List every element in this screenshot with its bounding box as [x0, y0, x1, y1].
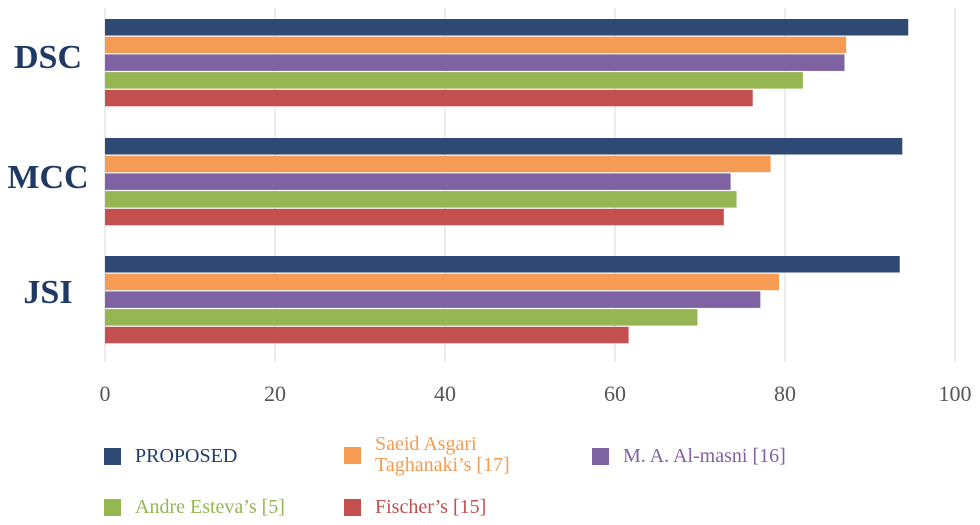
x-tick-labels: 0 20 40 60 80 100 [100, 381, 972, 406]
tick-label-80: 80 [774, 381, 796, 406]
category-labels: DSC MCC JSI [7, 39, 88, 311]
bar-mcc-5 [105, 208, 724, 226]
bar-jsi-5 [105, 326, 629, 344]
category-label-mcc: MCC [7, 159, 88, 196]
category-label-dsc: DSC [14, 39, 82, 76]
bar-dsc-2 [105, 36, 847, 54]
bar-mcc-3 [105, 173, 731, 190]
bars [105, 19, 909, 344]
tick-label-100: 100 [939, 381, 972, 406]
bar-dsc-5 [105, 89, 753, 107]
tick-label-60: 60 [604, 381, 626, 406]
bar-jsi-2 [105, 273, 780, 291]
bar-mcc-4 [105, 191, 737, 208]
bar-dsc-1 [105, 19, 909, 36]
bar-jsi-4 [105, 309, 698, 326]
tick-label-20: 20 [264, 381, 286, 406]
bar-jsi-3 [105, 291, 761, 308]
tick-label-40: 40 [434, 381, 456, 406]
bar-dsc-3 [105, 54, 845, 71]
bar-dsc-4 [105, 72, 803, 89]
category-label-jsi: JSI [23, 274, 72, 311]
bar-mcc-1 [105, 138, 903, 155]
bar-jsi-1 [105, 256, 900, 273]
bar-mcc-2 [105, 155, 771, 173]
tick-label-0: 0 [100, 381, 111, 406]
